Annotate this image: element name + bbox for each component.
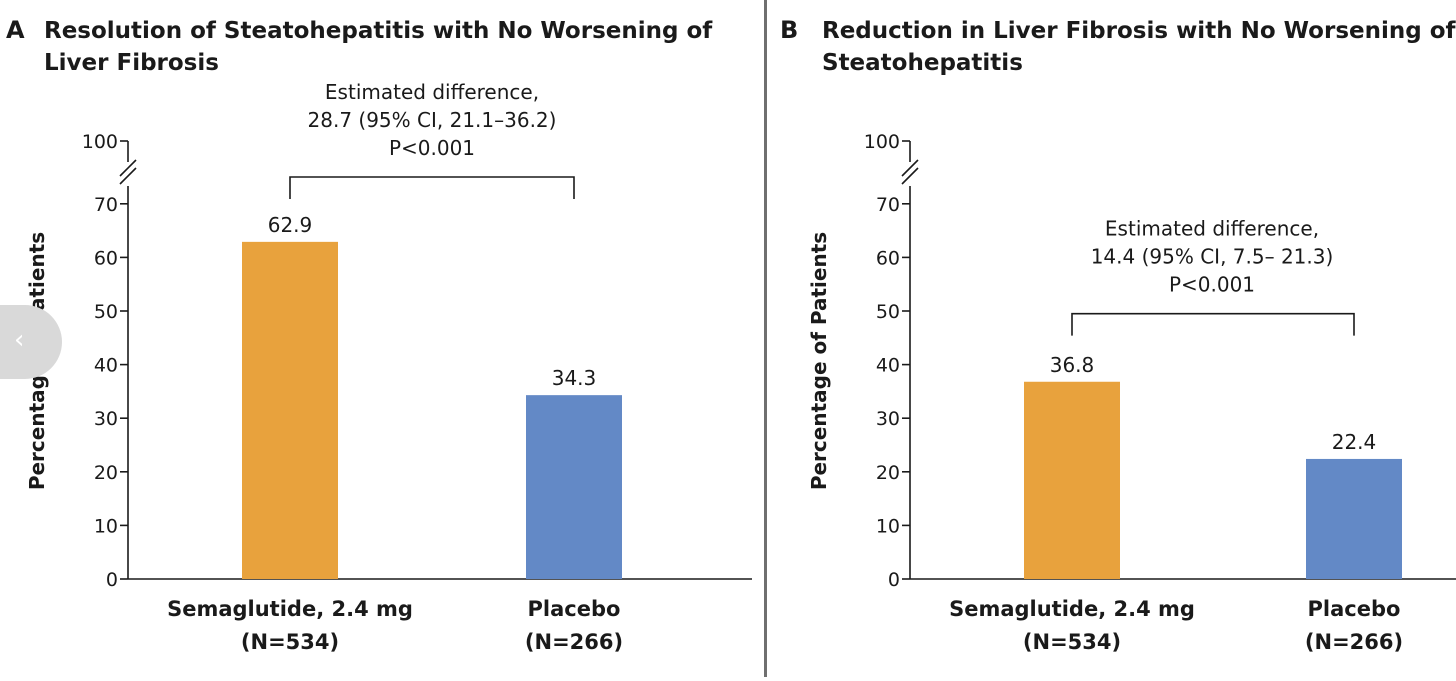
y-tick-label: 100: [864, 131, 900, 153]
chart-title-line: Liver Fibrosis: [44, 50, 219, 76]
y-tick-label: 10: [876, 515, 900, 537]
previous-figure-button[interactable]: ‹: [0, 305, 62, 379]
panel-letter: B: [780, 16, 798, 44]
panel-letter: A: [6, 16, 25, 44]
x-category-n: (N=266): [525, 630, 623, 654]
y-tick-label: 40: [876, 355, 900, 377]
comparison-bracket: [1071, 312, 1355, 336]
difference-annotation-line: 28.7 (95% CI, 21.1–36.2): [308, 108, 557, 132]
x-category-label: Placebo: [1308, 597, 1401, 621]
difference-annotation-line: P<0.001: [389, 136, 475, 160]
y-tick-label: 60: [876, 247, 900, 269]
difference-annotation-line: P<0.001: [1169, 273, 1255, 297]
chart-title-line: Steatohepatitis: [822, 50, 1023, 76]
x-category-label: Semaglutide, 2.4 mg: [167, 597, 413, 621]
x-category-n: (N=534): [241, 630, 339, 654]
difference-annotation-line: 14.4 (95% CI, 7.5– 21.3): [1091, 245, 1334, 269]
y-tick-label: 60: [94, 247, 118, 269]
y-tick-label: 50: [876, 301, 900, 323]
y-tick-label: 50: [94, 301, 118, 323]
y-tick-label: 20: [94, 462, 118, 484]
difference-annotation-line: Estimated difference,: [325, 80, 539, 104]
bar-value-label: 34.3: [552, 366, 597, 390]
y-tick-label: 10: [94, 515, 118, 537]
y-tick-label: 30: [876, 408, 900, 430]
difference-annotation-line: Estimated difference,: [1105, 217, 1319, 241]
y-tick-label: 0: [888, 569, 900, 591]
bar-semaglutide: [1024, 381, 1120, 579]
x-category-n: (N=266): [1305, 630, 1403, 654]
panel-divider: [764, 0, 767, 677]
bar-placebo: [526, 395, 622, 579]
y-tick-label: 100: [82, 131, 118, 153]
y-axis-label: Percentage of Patients: [807, 232, 831, 490]
x-category-label: Placebo: [528, 597, 621, 621]
axis-break-mark: [119, 159, 137, 177]
bar-value-label: 36.8: [1050, 353, 1095, 377]
bar-placebo: [1306, 458, 1402, 579]
y-tick-label: 0: [106, 569, 118, 591]
axis-break-mark: [901, 159, 919, 177]
axis-break-mark: [119, 167, 137, 185]
chart-title-line: Resolution of Steatohepatitis with No Wo…: [44, 18, 713, 44]
y-tick-label: 20: [876, 462, 900, 484]
y-tick-label: 70: [876, 194, 900, 216]
chevron-left-icon: ‹: [14, 325, 25, 355]
axis-break-mark: [901, 167, 919, 185]
y-tick-label: 30: [94, 408, 118, 430]
bar-value-label: 22.4: [1332, 430, 1377, 454]
x-category-label: Semaglutide, 2.4 mg: [949, 597, 1195, 621]
chart-title-line: Reduction in Liver Fibrosis with No Wors…: [822, 18, 1456, 44]
y-tick-label: 40: [94, 355, 118, 377]
comparison-bracket: [289, 176, 575, 199]
y-tick-label: 70: [94, 194, 118, 216]
bar-value-label: 62.9: [268, 213, 313, 237]
bar-semaglutide: [242, 241, 338, 579]
x-category-n: (N=534): [1023, 630, 1121, 654]
